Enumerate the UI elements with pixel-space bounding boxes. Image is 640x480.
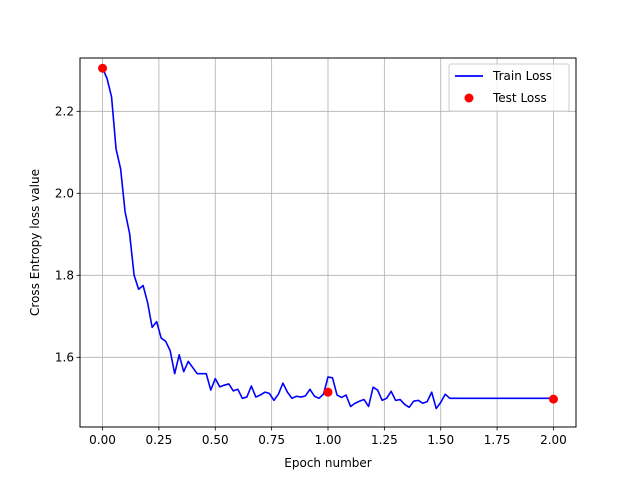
legend: Train Loss Test Loss xyxy=(448,63,570,112)
axis-ticks: 0.00 0.25 0.50 0.75 1.00 1.25 1.50 1.75 2.00 1.6 1… xyxy=(55,104,567,447)
test-loss-point xyxy=(548,394,558,404)
x-tick-label: 0.50 xyxy=(202,433,229,447)
legend-test-label: Test Loss xyxy=(492,91,547,105)
y-tick-label: 2.0 xyxy=(55,186,74,200)
y-axis-label: Cross Entropy loss value xyxy=(28,169,42,316)
y-tick-label: 1.8 xyxy=(55,268,74,282)
x-tick-label: 0.00 xyxy=(89,433,116,447)
x-tick-label: 1.50 xyxy=(427,433,454,447)
x-tick-label: 1.75 xyxy=(484,433,511,447)
y-tick-label: 1.6 xyxy=(55,350,74,364)
x-tick-label: 1.25 xyxy=(371,433,398,447)
train-loss-line xyxy=(101,67,554,410)
x-tick-label: 1.00 xyxy=(315,433,342,447)
legend-train-label: Train Loss xyxy=(492,69,552,83)
legend-test-swatch xyxy=(464,93,474,103)
grid-lines xyxy=(80,58,576,427)
x-tick-label: 0.75 xyxy=(258,433,285,447)
y-tick-label: 2.2 xyxy=(55,104,74,118)
test-loss-point xyxy=(323,387,333,397)
x-tick-label: 0.25 xyxy=(146,433,173,447)
plot-data xyxy=(98,63,558,410)
x-tick-label: 2.00 xyxy=(540,433,567,447)
x-axis-label: Epoch number xyxy=(284,456,371,470)
test-loss-point xyxy=(98,63,108,73)
